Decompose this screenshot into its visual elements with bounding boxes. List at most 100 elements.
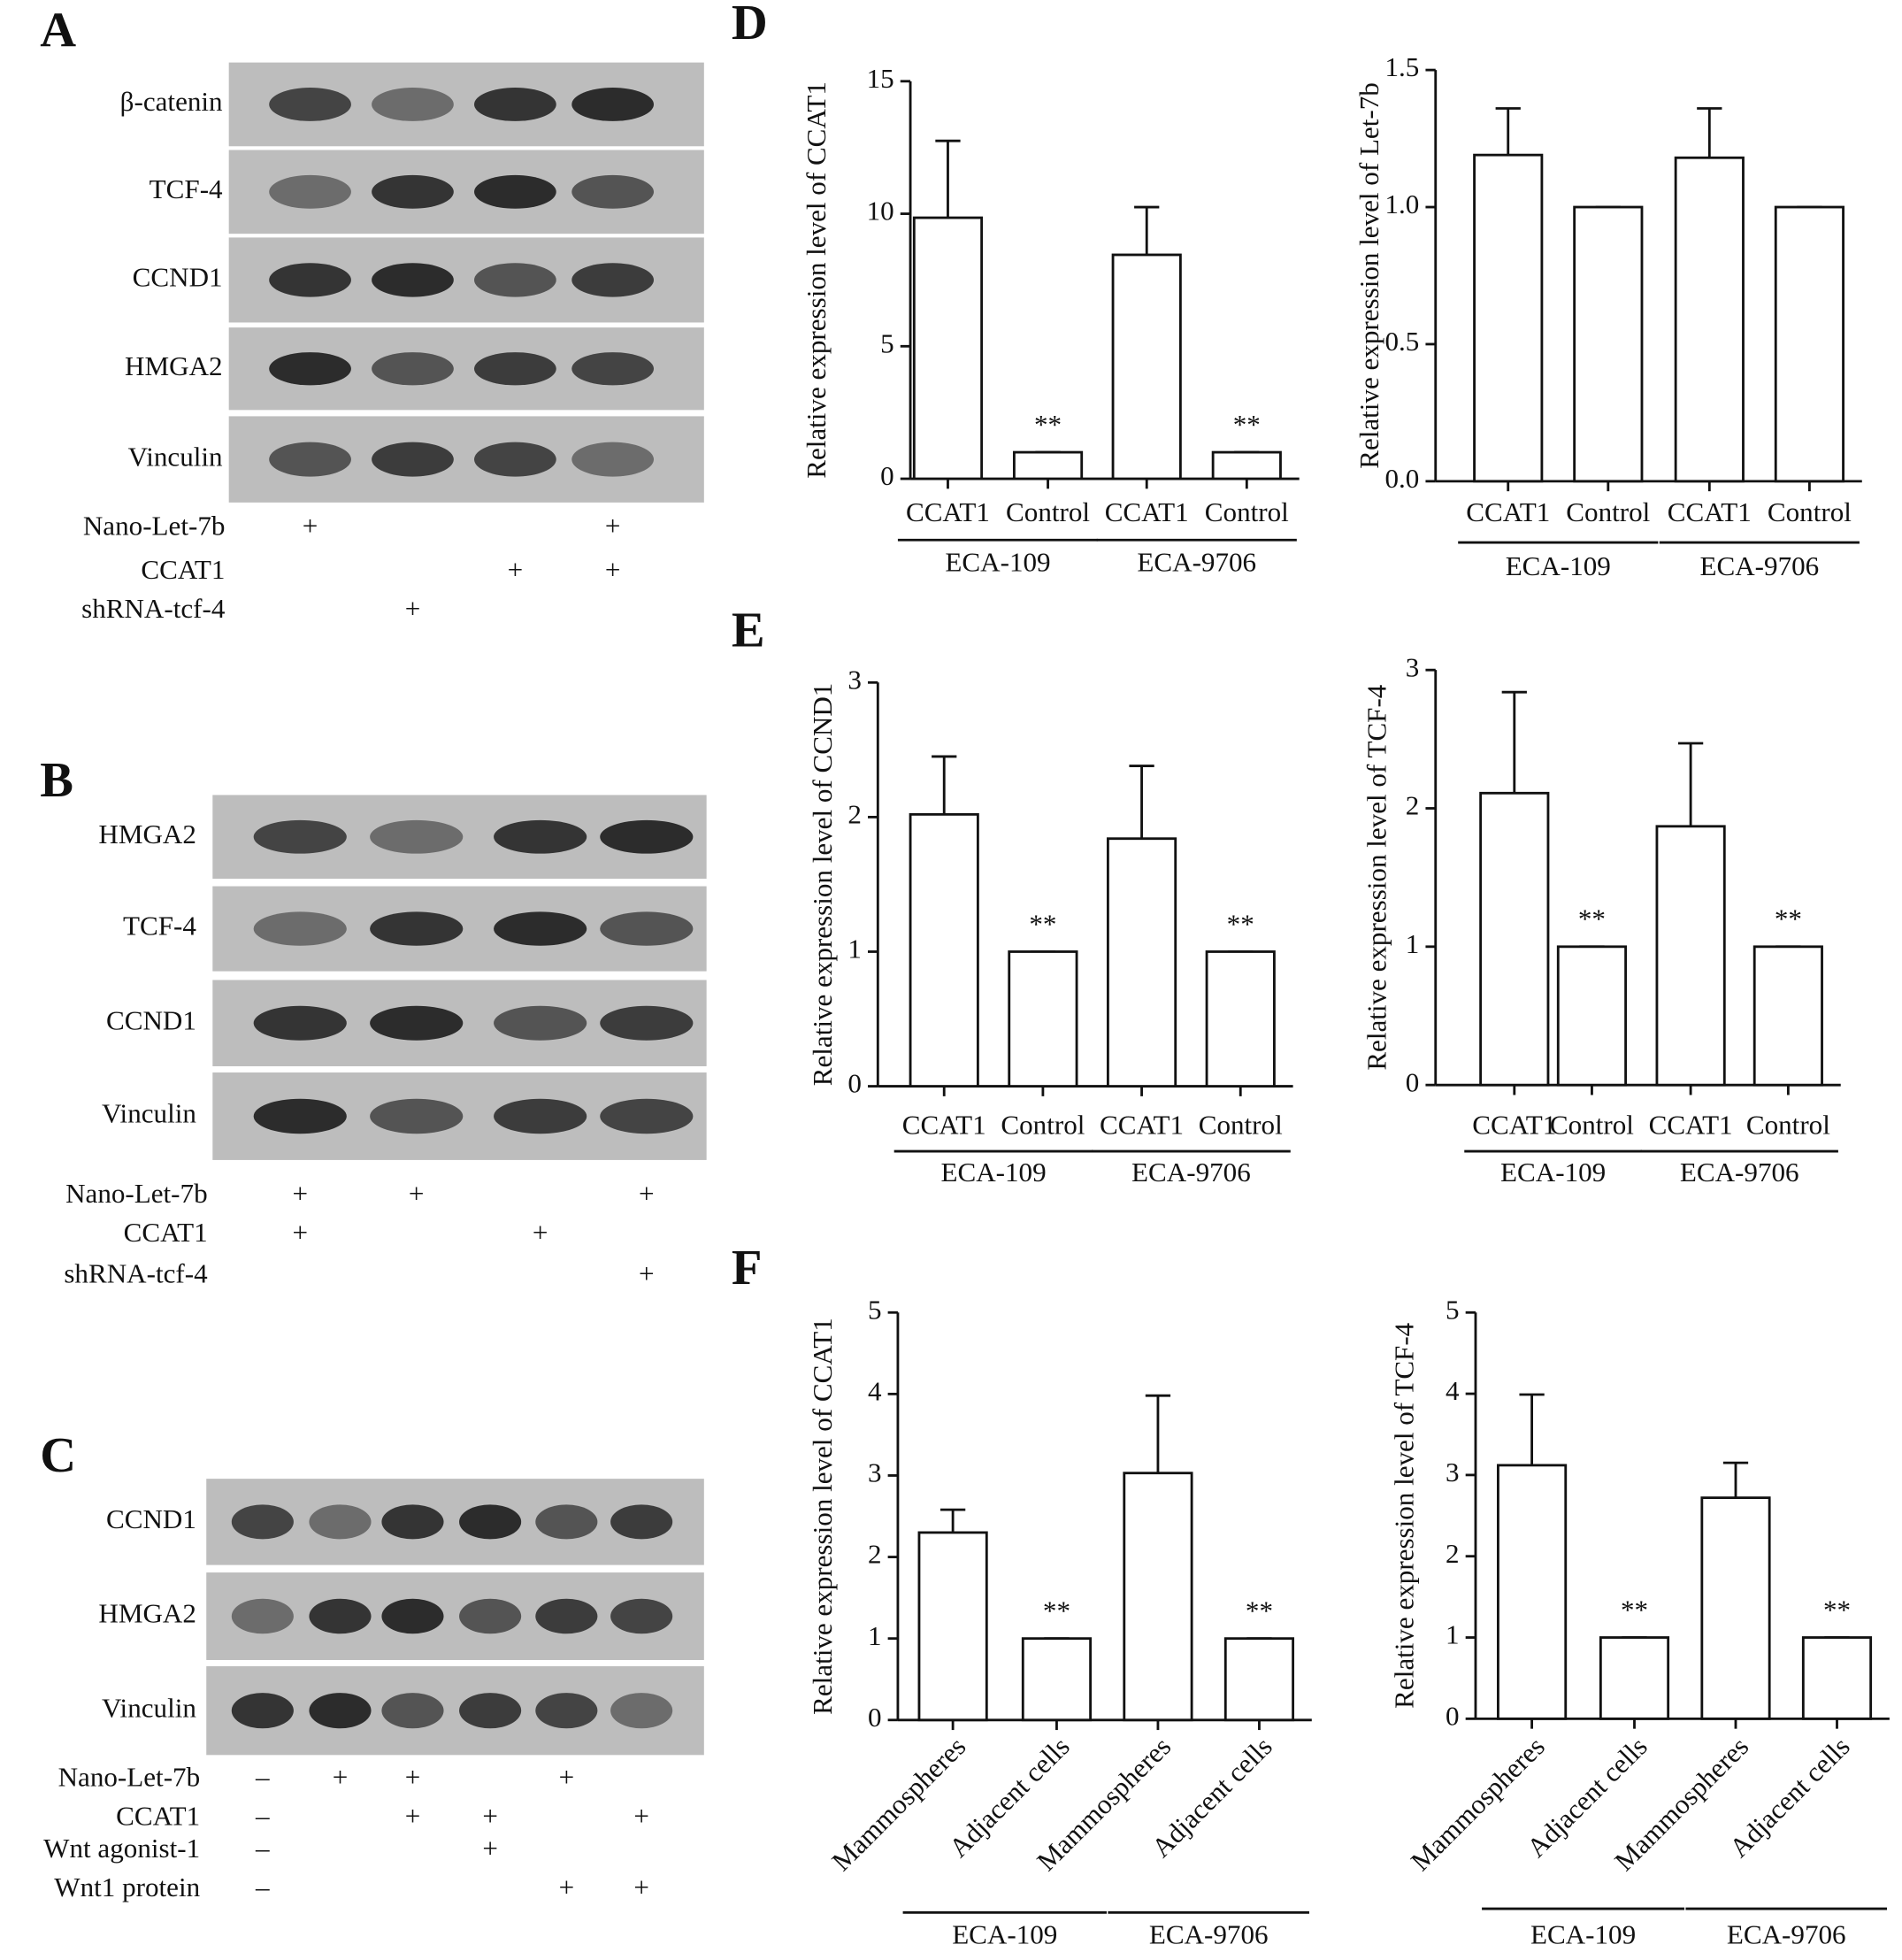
significance-label: ** [1775,903,1802,934]
treatment-mark: – [255,1833,270,1864]
blot-band [372,442,454,477]
panel-label: D [732,0,768,50]
blot-band [372,88,454,121]
panel-label: E [732,603,765,658]
blot-band [370,1098,464,1134]
treatment-label: Nano-Let-7b [83,511,226,542]
y-tick-label: 1.0 [1385,188,1420,219]
treatment-label: shRNA-tcf-4 [81,593,226,624]
y-axis-label: Relative expression level of Let-7b [1354,82,1384,469]
group-label: ECA-109 [952,1919,1057,1950]
blot-band [309,1598,372,1634]
bar [1106,837,1177,1088]
blot-row-label: HMGA2 [98,819,196,849]
y-tick-label: 10 [867,196,894,227]
blot-band [610,1693,673,1729]
treatment-label: Wnt agonist-1 [43,1833,200,1864]
blot-band [372,263,454,297]
bar [1599,1636,1670,1720]
blot-band [253,911,347,946]
x-tick-label: Mammospheres [1405,1731,1551,1877]
y-tick-label: 4 [1446,1375,1460,1406]
treatment-mark: + [482,1801,498,1832]
treatment-mark: + [409,1178,425,1209]
treatment-mark: – [255,1762,270,1793]
significance-label: ** [1034,409,1062,440]
x-tick-label: Control [1550,1109,1634,1140]
x-tick-label: Control [1006,496,1090,527]
bar [1801,1636,1873,1720]
y-axis-label: Relative expression level of CCAT1 [801,81,832,479]
blot-band [253,1098,347,1134]
bar-chart: 0 5 10 15 Relative expression level of CCAT1… [801,63,1300,578]
blot-band [253,819,347,854]
y-tick-label: 2 [1446,1538,1460,1569]
x-tick-label: Control [1001,1109,1085,1140]
y-tick-label: 0 [880,460,894,491]
blot-band [381,1598,444,1634]
treatment-mark: + [405,1762,421,1793]
treatment-mark: + [405,1801,421,1832]
y-axis-label: Relative expression level of CCAT1 [807,1318,838,1715]
blot-band [231,1504,294,1540]
y-tick-label: 0 [1446,1700,1460,1731]
blot-band [381,1693,444,1729]
x-tick-label: CCAT1 [906,496,990,527]
blot-row-label: TCF-4 [123,911,196,942]
treatment-label: Nano-Let-7b [58,1762,201,1793]
y-tick-label: 1 [868,1620,882,1651]
blot-band [370,1005,464,1041]
y-tick-label: 5 [1446,1294,1460,1325]
x-tick-label: Control [1768,496,1852,527]
y-tick-label: 3 [868,1457,882,1488]
blot-band [370,911,464,946]
bar [1700,1496,1771,1720]
treatment-mark: + [508,554,524,585]
western-blot [212,795,707,1160]
treatment-label: shRNA-tcf-4 [64,1257,208,1288]
y-tick-label: 0 [868,1702,882,1733]
x-tick-label: CCAT1 [902,1109,986,1140]
treatment-mark: + [639,1178,655,1209]
y-tick-label: 5 [880,327,894,358]
western-blot [206,1479,704,1756]
blot-band [600,819,694,854]
group-label: ECA-109 [1506,550,1611,581]
blot-band [372,174,454,209]
bar [1211,450,1282,480]
y-tick-label: 2 [847,799,862,830]
blot-band [600,911,694,946]
y-tick-label: 3 [847,664,862,695]
blot-row-label: HMGA2 [98,1598,196,1629]
blot-band [253,1005,347,1041]
blot-band [600,1005,694,1041]
y-axis-label: Relative expression level of TCF-4 [1388,1322,1419,1708]
blot-band [494,1098,587,1134]
bar [1774,205,1844,483]
blot-band [269,174,351,209]
x-tick-label: CCAT1 [1466,496,1550,527]
bar [917,1531,988,1722]
blot-row-label: β-catenin [120,86,223,117]
blot-band [610,1504,673,1540]
blot-band [309,1504,372,1540]
blot-band [571,88,655,121]
y-tick-label: 0 [1406,1066,1420,1097]
treatment-label: Nano-Let-7b [65,1178,208,1209]
blot-band [370,819,464,854]
treatment-label: CCAT1 [124,1217,208,1248]
treatment-mark: + [559,1762,575,1793]
treatment-mark: + [405,593,421,624]
blot-band [600,1098,694,1134]
treatment-mark: + [482,1833,498,1864]
blot-band [571,174,655,209]
group-label: ECA-9706 [1727,1919,1846,1950]
group-label: ECA-9706 [1699,550,1819,581]
blot-band [571,442,655,477]
blot-band [494,911,587,946]
y-tick-label: 1.5 [1385,51,1420,82]
bar [1473,153,1544,483]
treatment-mark: + [605,554,621,585]
